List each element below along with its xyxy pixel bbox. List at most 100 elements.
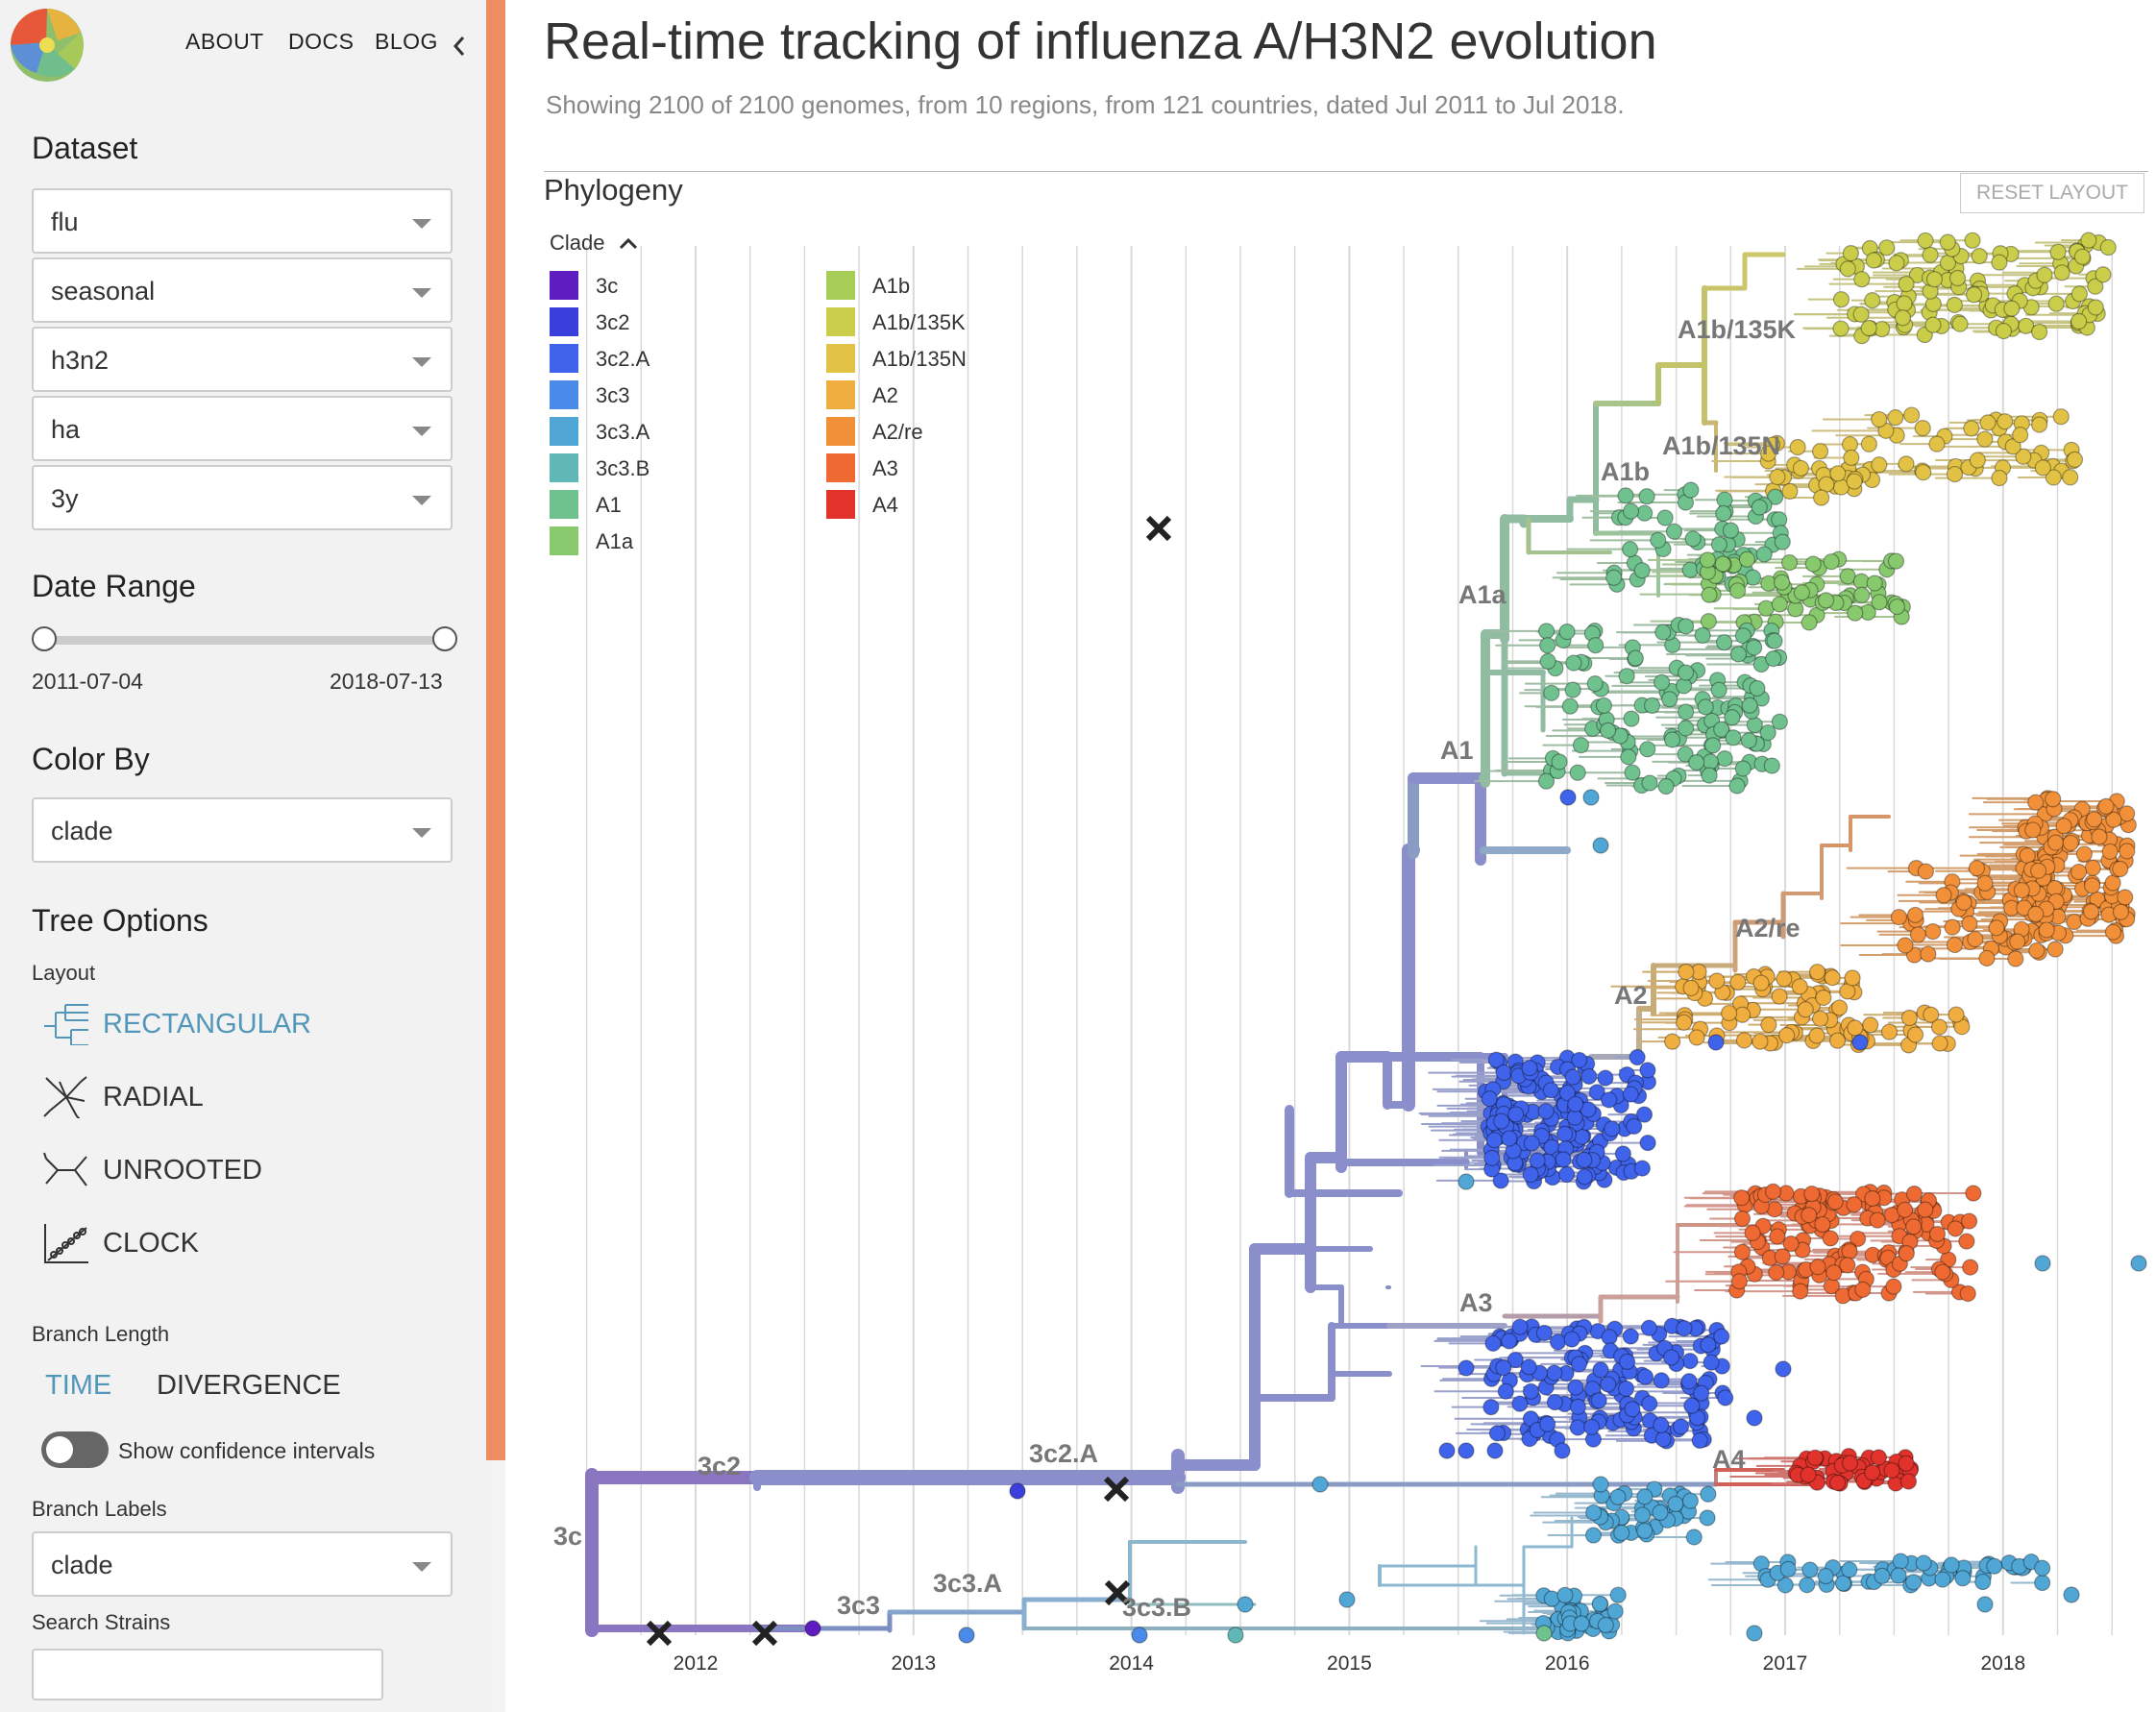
branch-length-divergence-button[interactable]: DIVERGENCE xyxy=(157,1370,341,1401)
x-marker-icon xyxy=(646,1620,673,1647)
legend-item[interactable]: 3c3 xyxy=(550,380,629,409)
year-label: 2018 xyxy=(1980,1652,2025,1675)
nextstrain-logo[interactable] xyxy=(8,6,86,85)
tip xyxy=(1564,681,1581,698)
legend-item[interactable]: A2/re xyxy=(826,417,923,446)
nav-blog-link[interactable]: BLOG xyxy=(375,29,438,54)
legend-item[interactable]: A2 xyxy=(826,380,898,409)
tip xyxy=(1928,435,1946,452)
dataset-title: Dataset xyxy=(32,131,138,165)
tip xyxy=(2075,845,2093,863)
legend-title: Clade xyxy=(550,231,604,255)
legend-item[interactable]: A1b/135N xyxy=(826,344,967,373)
tip xyxy=(1834,1575,1851,1592)
date-range-track[interactable] xyxy=(44,636,445,645)
legend-item[interactable]: A1b xyxy=(826,271,910,300)
tip xyxy=(1817,1567,1834,1585)
legend-item[interactable]: A4 xyxy=(826,490,898,519)
date-range-start-handle[interactable] xyxy=(32,626,57,651)
phylogeny-tree[interactable]: 3c 3c2 3c2.A 3c3 3c3.A 3c3.B A1 A1a A1b A1b/135K A… xyxy=(505,0,2156,1712)
legend-item[interactable]: A1a xyxy=(550,526,634,555)
chevron-down-icon xyxy=(412,427,431,436)
tip xyxy=(1131,1626,1148,1644)
tip xyxy=(1701,767,1718,784)
legend-swatch xyxy=(550,344,578,373)
tip xyxy=(1955,893,1972,912)
collapse-sidebar-chevron-icon[interactable] xyxy=(452,35,467,58)
tip xyxy=(1627,649,1644,667)
tip xyxy=(1622,1086,1639,1103)
dataset-select-virus[interactable]: flu xyxy=(32,188,453,254)
dataset-select-segment[interactable]: ha xyxy=(32,396,453,461)
tip xyxy=(1559,789,1577,806)
branch-length-time-button[interactable]: TIME xyxy=(45,1370,112,1401)
tip xyxy=(1483,1149,1501,1166)
chevron-down-icon xyxy=(412,1562,431,1572)
tip xyxy=(1311,1476,1329,1493)
legend-item[interactable]: 3c xyxy=(550,271,618,300)
tip xyxy=(1915,464,1932,481)
tip xyxy=(1542,1082,1559,1099)
tip xyxy=(2027,905,2045,922)
tip xyxy=(1728,777,1746,795)
tip xyxy=(1864,292,1881,309)
tip xyxy=(1569,1398,1586,1415)
dataset-select-subtype[interactable]: h3n2 xyxy=(32,327,453,392)
confidence-intervals-toggle[interactable] xyxy=(41,1431,109,1468)
tip xyxy=(1828,1032,1847,1049)
tip xyxy=(1636,1522,1654,1540)
reset-layout-button[interactable]: RESET LAYOUT xyxy=(1960,173,2144,213)
tip xyxy=(1684,530,1702,548)
tip xyxy=(1495,1064,1512,1082)
tip xyxy=(1846,1196,1863,1213)
legend-item[interactable]: 3c3.B xyxy=(550,453,649,482)
tip xyxy=(1769,468,1786,486)
tip xyxy=(1482,1399,1500,1416)
tip xyxy=(1481,1090,1498,1108)
tip xyxy=(1600,1376,1617,1393)
tip xyxy=(1677,664,1695,681)
tip xyxy=(2104,874,2121,892)
legend-item[interactable]: A3 xyxy=(826,453,898,482)
legend-item[interactable]: A1b/135K xyxy=(826,307,966,336)
nav-about-link[interactable]: ABOUT xyxy=(185,29,264,54)
tip xyxy=(1493,1113,1510,1130)
sidebar: ABOUT DOCS BLOG Dataset flu seasonal h3n… xyxy=(0,0,486,1712)
tip xyxy=(1729,973,1747,991)
tip xyxy=(1904,1574,1923,1591)
tip xyxy=(1650,531,1667,549)
legend-collapse-chevron-icon[interactable] xyxy=(619,237,638,250)
tree-markers xyxy=(646,515,1172,1647)
tip xyxy=(1773,574,1791,591)
search-strains-input[interactable] xyxy=(32,1649,383,1700)
clade-labels: 3c 3c2 3c2.A 3c3 3c3.A 3c3.B A1 A1a A1b A1b/135K A… xyxy=(553,315,1801,1622)
legend-item[interactable]: 3c2.A xyxy=(550,344,650,373)
tip xyxy=(2112,903,2130,920)
tip xyxy=(2112,860,2129,878)
tip xyxy=(1922,246,1939,263)
tip xyxy=(1624,1401,1641,1418)
tip xyxy=(2130,1255,2147,1272)
tip xyxy=(1771,988,1788,1005)
legend-item[interactable]: 3c2 xyxy=(550,307,629,336)
dataset-select-resolution[interactable]: 3y xyxy=(32,465,453,530)
tip xyxy=(1529,1152,1546,1169)
dataset-select-lineage[interactable]: seasonal xyxy=(32,257,453,323)
legend-item[interactable]: 3c3.A xyxy=(550,417,650,446)
tip xyxy=(1991,469,2008,487)
nav-docs-link[interactable]: DOCS xyxy=(288,29,355,54)
tip xyxy=(1897,1201,1914,1218)
tip xyxy=(2097,797,2115,815)
color-by-select[interactable]: clade xyxy=(32,797,453,863)
date-range-end-handle[interactable] xyxy=(432,626,457,651)
legend-swatch xyxy=(826,380,855,409)
tip xyxy=(1850,1230,1867,1248)
tree-branches xyxy=(585,239,2130,1637)
branch-labels-select[interactable]: clade xyxy=(32,1531,453,1597)
legend-swatch xyxy=(826,271,855,300)
legend-item[interactable]: A1 xyxy=(550,490,622,519)
tip xyxy=(1537,623,1556,640)
clade-label: A1b/135N xyxy=(1662,431,1780,460)
tip xyxy=(1676,1014,1693,1031)
tip xyxy=(2045,469,2062,486)
